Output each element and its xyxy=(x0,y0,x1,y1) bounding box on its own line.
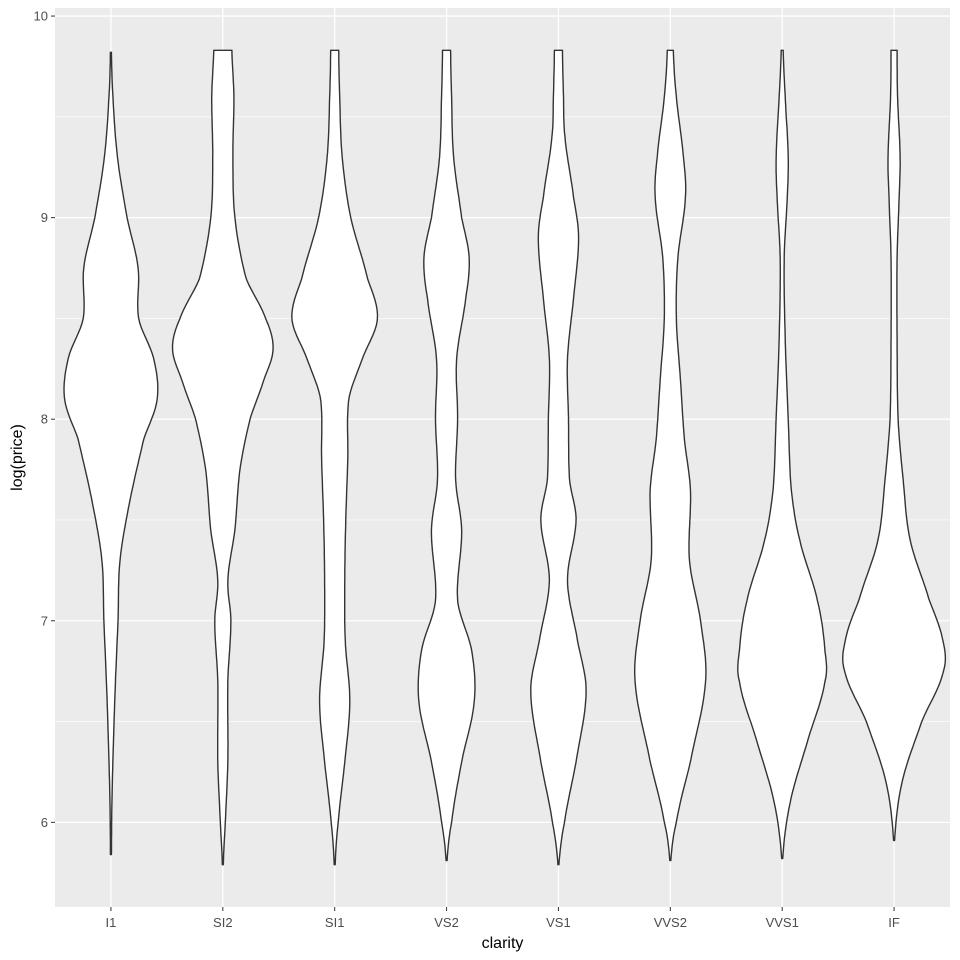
y-tick-label: 7 xyxy=(41,613,48,628)
y-axis-ticks: 6 7 8 9 10 xyxy=(34,9,55,830)
y-tick-label: 6 xyxy=(41,815,48,830)
violin-vs2 xyxy=(417,49,476,862)
violin-vvs2 xyxy=(634,49,707,862)
violin-vvs1 xyxy=(737,49,828,860)
x-tick-label: SI2 xyxy=(213,915,233,930)
x-tick-label: VS1 xyxy=(546,915,571,930)
y-tick-label: 10 xyxy=(34,9,48,24)
violin-i1 xyxy=(63,51,159,856)
y-tick-label: 8 xyxy=(41,412,48,427)
violin-si2 xyxy=(171,49,274,866)
plot-panel xyxy=(55,8,950,907)
x-tick-label: VS2 xyxy=(434,915,459,930)
violins xyxy=(63,49,947,866)
x-tick-label: VVS1 xyxy=(766,915,799,930)
x-axis-title: clarity xyxy=(482,935,524,952)
violin-vs1 xyxy=(530,49,587,866)
violin-if xyxy=(842,49,947,842)
x-axis-ticks: I1 SI2 SI1 VS2 VS1 VVS2 VVS1 IF xyxy=(106,907,900,930)
x-tick-label: VVS2 xyxy=(654,915,687,930)
x-tick-label: IF xyxy=(888,915,900,930)
y-tick-label: 9 xyxy=(41,210,48,225)
x-tick-label: I1 xyxy=(106,915,117,930)
violin-si1 xyxy=(291,49,379,866)
x-tick-label: SI1 xyxy=(325,915,345,930)
y-axis-title: log(price) xyxy=(9,424,26,491)
